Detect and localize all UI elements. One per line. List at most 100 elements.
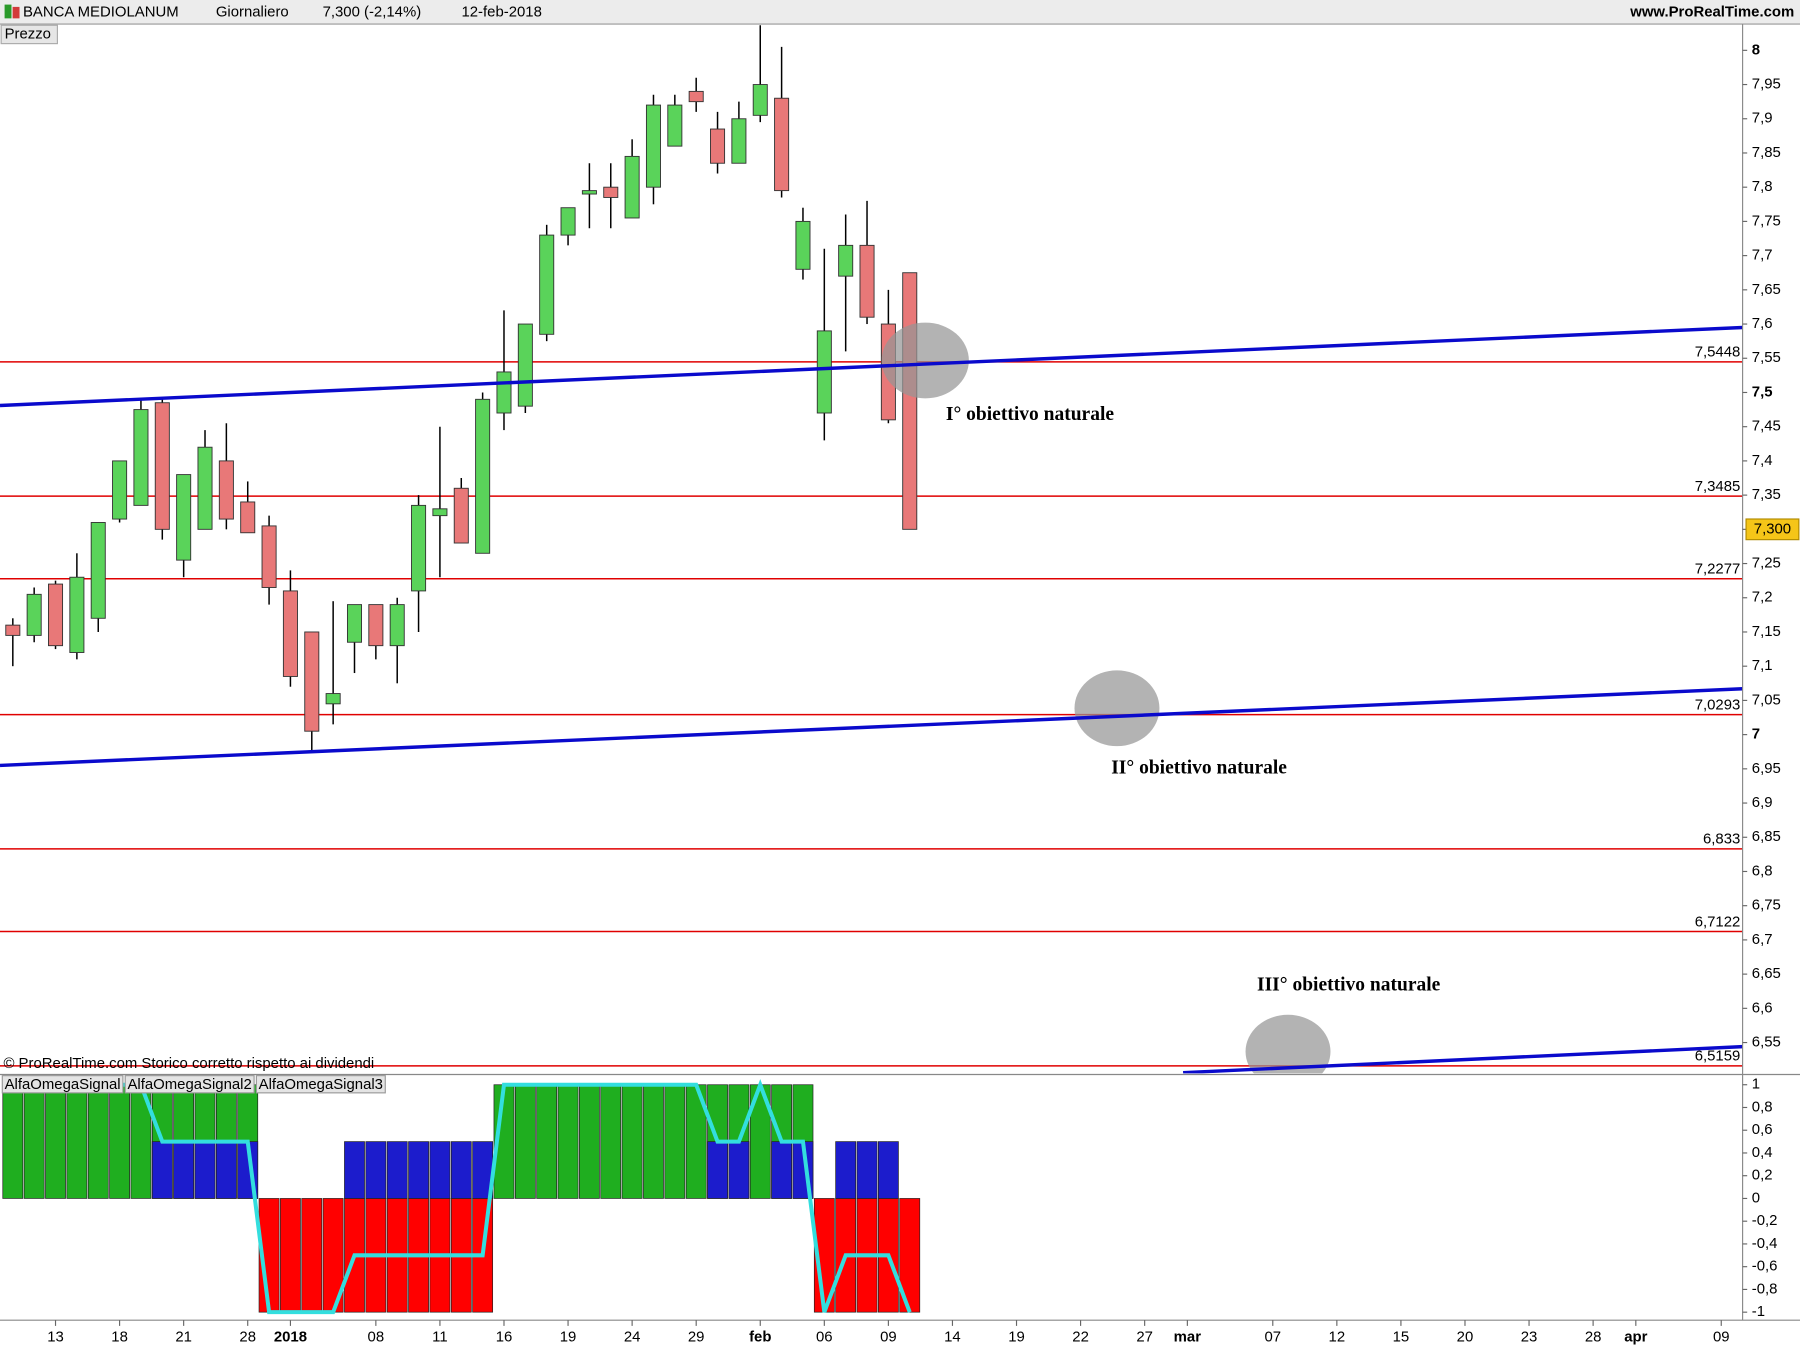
x-tick-label: 09 xyxy=(1713,1328,1730,1345)
y-tick-label: 6,75 xyxy=(1752,897,1781,914)
candle-body xyxy=(325,693,341,705)
annotation: I° obiettivo naturale xyxy=(946,404,1114,425)
signal-bar xyxy=(450,1141,472,1199)
x-tick-label: 19 xyxy=(1008,1328,1025,1345)
signal-bar xyxy=(2,1084,24,1199)
y-tick-label: 6,65 xyxy=(1752,965,1781,982)
candle-body xyxy=(838,244,854,277)
candle-body xyxy=(581,190,597,195)
y-tick-label: 7 xyxy=(1752,726,1760,743)
x-tick-label: 27 xyxy=(1136,1328,1153,1345)
signal-bar xyxy=(386,1141,408,1199)
x-tick-label: 13 xyxy=(47,1328,64,1345)
support-label: 7,2277 xyxy=(1695,561,1741,578)
candle-body xyxy=(176,474,192,561)
candle-body xyxy=(282,590,298,677)
legend-box xyxy=(255,1075,386,1094)
candle-body xyxy=(26,593,42,636)
y-tick-label: 0,4 xyxy=(1752,1144,1773,1161)
signal-bar xyxy=(215,1141,237,1199)
y-tick-label: 8 xyxy=(1752,41,1760,58)
signal-bar xyxy=(194,1141,216,1199)
candle-body xyxy=(667,104,683,147)
target-circle xyxy=(1074,670,1160,747)
header-bar xyxy=(0,0,1800,25)
signal-bar xyxy=(87,1084,109,1199)
x-tick-label: 12 xyxy=(1329,1328,1346,1345)
quote: 7,300 (-2,14%) xyxy=(323,4,422,21)
signal-bar xyxy=(621,1084,643,1199)
signal-bar xyxy=(856,1141,878,1199)
signal-bar xyxy=(109,1084,130,1199)
y-tick-label: 7,45 xyxy=(1752,418,1781,435)
candle-body xyxy=(133,409,149,506)
axes: 6,55 6,6 6,65 6,7 6,75 6,8 6,85 6,9 6,95 7 7,05 7,1… xyxy=(47,41,1800,1345)
candle-body xyxy=(90,522,106,619)
target-markers xyxy=(881,322,1331,1074)
panel-label: Prezzo xyxy=(5,25,51,42)
y-tick-label: 7,05 xyxy=(1752,691,1781,708)
signal-bar xyxy=(429,1141,451,1199)
candle-body xyxy=(688,90,704,103)
candle-body xyxy=(261,525,277,588)
candle-body xyxy=(48,583,64,647)
support-label: 6,833 xyxy=(1703,831,1740,848)
signal-line xyxy=(12,1079,912,1315)
y-tick-label: 7,35 xyxy=(1752,486,1781,503)
signal-bar xyxy=(707,1141,728,1199)
target-circle xyxy=(881,322,969,399)
y-tick-label: 7,25 xyxy=(1752,554,1781,571)
y-tick-label: 6,7 xyxy=(1752,931,1773,948)
y-tick-label: 7,7 xyxy=(1752,247,1773,264)
candle-body xyxy=(774,97,790,192)
x-tick-label: 07 xyxy=(1264,1328,1281,1345)
candle-body xyxy=(645,104,661,188)
candle-body xyxy=(240,501,256,534)
signal-bar xyxy=(23,1084,45,1199)
x-tick-label: 11 xyxy=(432,1328,447,1345)
candle-body xyxy=(432,508,448,517)
y-tick-label: 1 xyxy=(1752,1076,1760,1093)
signal-bar xyxy=(579,1084,600,1199)
candle-body xyxy=(218,460,234,520)
candle-body xyxy=(496,371,512,414)
candle-body xyxy=(411,504,427,592)
x-tick-label: 28 xyxy=(239,1328,256,1345)
candle-body xyxy=(69,576,85,653)
x-tick-label: 08 xyxy=(368,1328,385,1345)
x-tick-label: 29 xyxy=(688,1328,705,1345)
candle-body xyxy=(368,604,384,647)
candle-body xyxy=(560,207,576,236)
y-tick-label: 7,5 xyxy=(1752,383,1773,400)
support-label: 6,5159 xyxy=(1695,1048,1741,1065)
signal-bar xyxy=(557,1084,579,1199)
candle-body xyxy=(346,604,363,643)
signal-bar xyxy=(173,1141,195,1199)
x-tick-label: 23 xyxy=(1521,1328,1538,1345)
signal-bar xyxy=(301,1198,323,1313)
legend-box xyxy=(1,1075,124,1094)
x-tick-label: 15 xyxy=(1393,1328,1410,1345)
trendline xyxy=(0,325,1743,408)
period: Giornaliero xyxy=(216,4,289,21)
support-label: 6,7122 xyxy=(1695,913,1741,930)
signal-bar xyxy=(664,1084,686,1199)
date: 12-feb-2018 xyxy=(461,4,541,21)
legend: AlfaOmegaSignal AlfaOmegaSignal2 AlfaOmega… xyxy=(1,1075,386,1094)
candle-body xyxy=(112,460,128,520)
signal-bar xyxy=(771,1141,792,1199)
y-tick-label: 6,85 xyxy=(1752,828,1781,845)
y-tick-label: 7,95 xyxy=(1752,75,1781,92)
signal-bar xyxy=(514,1084,536,1199)
x-tick-label: mar xyxy=(1174,1328,1202,1345)
trendline xyxy=(1183,1044,1743,1074)
signal-bar xyxy=(728,1141,750,1199)
candle-body xyxy=(389,604,405,647)
y-tick-label: -0,8 xyxy=(1752,1280,1778,1297)
candle-body xyxy=(5,624,21,636)
y-tick-label: 6,55 xyxy=(1752,1033,1781,1050)
last-price-box xyxy=(1745,518,1800,541)
candle-body xyxy=(475,398,491,554)
support-label: 7,5448 xyxy=(1695,344,1741,361)
panel-label-box xyxy=(0,24,58,45)
